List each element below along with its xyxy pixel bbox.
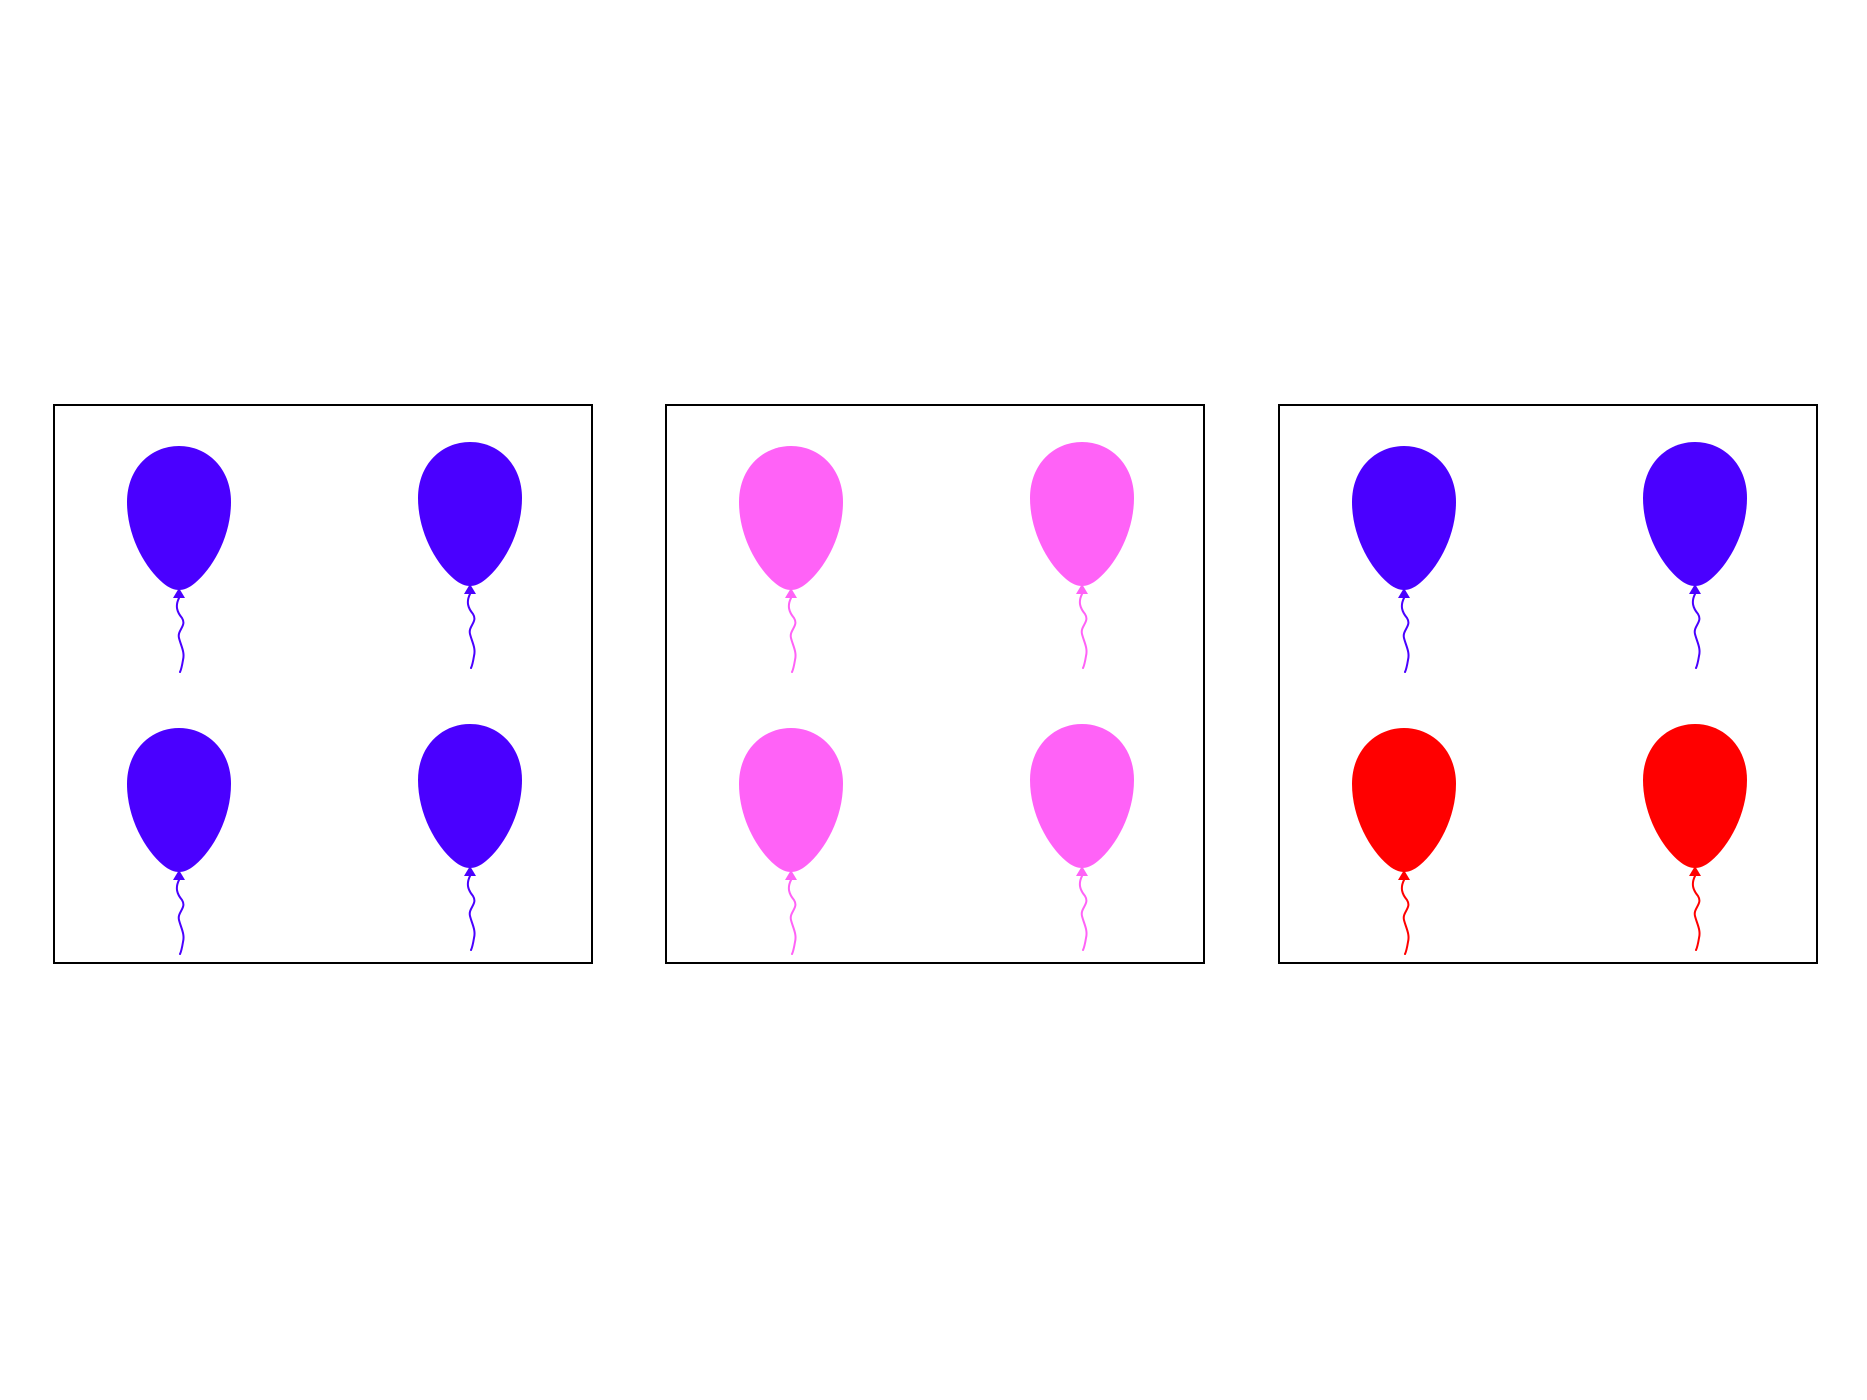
balloon-icon <box>1352 728 1456 955</box>
balloon-body <box>127 446 231 590</box>
balloon-icon <box>418 724 522 951</box>
balloon-string <box>1400 879 1410 955</box>
balloon-body <box>418 442 522 586</box>
balloon-icon <box>127 446 231 673</box>
balloon-icon <box>1030 724 1134 951</box>
balloon-icon <box>1352 446 1456 673</box>
balloon-icon <box>1643 724 1747 951</box>
balloon-body <box>739 728 843 872</box>
balloon-body <box>418 724 522 868</box>
panel-1 <box>53 404 593 964</box>
balloon-icon <box>739 728 843 955</box>
balloon-knot <box>1689 584 1701 594</box>
balloon-knot <box>1076 866 1088 876</box>
balloon-icon <box>1643 442 1747 669</box>
balloon-string <box>466 875 476 951</box>
balloon-body <box>1352 446 1456 590</box>
balloon-string <box>1078 593 1088 669</box>
balloon-knot <box>1398 870 1410 880</box>
balloon-knot <box>464 584 476 594</box>
balloon-knot <box>785 588 797 598</box>
balloon-body <box>739 446 843 590</box>
balloon-body <box>1030 724 1134 868</box>
balloon-knot <box>1076 584 1088 594</box>
balloon-string <box>1400 597 1410 673</box>
balloon-knot <box>464 866 476 876</box>
balloon-icon <box>1030 442 1134 669</box>
balloon-knot <box>1398 588 1410 598</box>
panel-3 <box>1278 404 1818 964</box>
balloon-body <box>1352 728 1456 872</box>
balloon-string <box>175 879 185 955</box>
balloon-knot <box>785 870 797 880</box>
balloon-icon <box>739 446 843 673</box>
balloon-string <box>787 879 797 955</box>
balloon-knot <box>1689 866 1701 876</box>
balloon-body <box>127 728 231 872</box>
balloon-body <box>1030 442 1134 586</box>
balloon-icon <box>418 442 522 669</box>
panel-2 <box>665 404 1205 964</box>
balloon-icon <box>127 728 231 955</box>
balloon-knot <box>173 870 185 880</box>
balloon-string <box>1078 875 1088 951</box>
balloon-string <box>175 597 185 673</box>
balloon-string <box>787 597 797 673</box>
balloon-string <box>1691 875 1701 951</box>
balloon-body <box>1643 724 1747 868</box>
balloon-string <box>466 593 476 669</box>
balloon-knot <box>173 588 185 598</box>
balloon-string <box>1691 593 1701 669</box>
balloon-body <box>1643 442 1747 586</box>
